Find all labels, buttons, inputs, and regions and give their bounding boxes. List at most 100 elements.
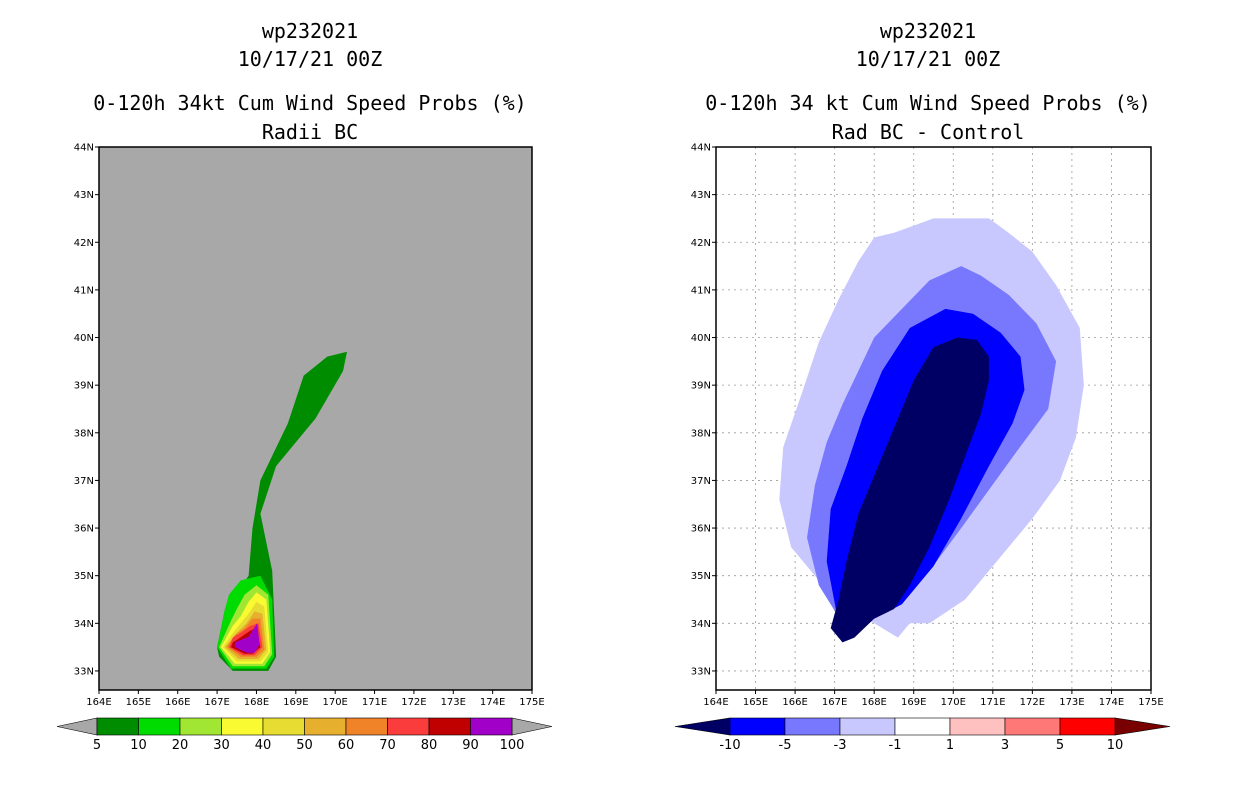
right-plot-frame <box>715 146 1152 691</box>
colorbar-label: 90 <box>462 738 479 753</box>
right-title-line-2: 10/17/21 00Z <box>856 47 1001 71</box>
left-title-line-3: 0-120h 34kt Cum Wind Speed Probs (%) <box>93 91 526 115</box>
left-contour-ge-90 <box>234 623 260 653</box>
colorbar-label: 30 <box>213 738 230 753</box>
colorbar-swatch-2 <box>138 717 181 736</box>
colorbar-swatch-3 <box>839 717 896 736</box>
colorbar-label: 50 <box>296 738 313 753</box>
left-axes: 164E 165E 166E 167E 168E 169E 170E 171E 172E 173E… <box>74 143 545 709</box>
right-contour-fields <box>779 218 1084 643</box>
colorbar-swatch-7 <box>1059 717 1116 736</box>
left-title-line-4: Radii BC <box>262 120 358 144</box>
y-tick-label: 44N <box>691 143 711 154</box>
colorbar-swatch-4 <box>894 717 951 736</box>
y-tick-label: 38N <box>691 428 711 439</box>
x-tick-label: 164E <box>703 697 728 708</box>
colorbar-swatch-1 <box>96 717 139 736</box>
y-tick-label: 41N <box>74 285 94 296</box>
y-tick-label: 37N <box>691 476 711 487</box>
colorbar-swatch-7 <box>345 717 388 736</box>
colorbar-low-extend <box>674 717 731 736</box>
colorbar-label: 5 <box>1056 738 1064 753</box>
left-title-line-1: wp232021 <box>262 19 358 43</box>
colorbar-label: -5 <box>779 738 792 753</box>
colorbar-swatch-5 <box>949 717 1006 736</box>
left-contour-fields <box>217 351 347 671</box>
left-colorbar: 5 10 20 30 40 50 60 70 80 90 100 <box>56 717 553 753</box>
y-tick-label: 36N <box>74 524 94 535</box>
x-tick-label: 164E <box>86 697 111 708</box>
y-tick-label: 36N <box>691 524 711 535</box>
colorbar-label: 70 <box>379 738 396 753</box>
colorbar-label: 10 <box>1107 738 1124 753</box>
colorbar-swatch-6 <box>304 717 347 736</box>
colorbar-label: -1 <box>889 738 902 753</box>
x-tick-label: 172E <box>401 697 426 708</box>
y-tick-label: 38N <box>74 428 94 439</box>
x-tick-label: 173E <box>1059 697 1084 708</box>
y-tick-label: 41N <box>691 285 711 296</box>
colorbar-swatch-8 <box>387 717 430 736</box>
left-title-line-2: 10/17/21 00Z <box>238 47 383 71</box>
x-tick-label: 170E <box>941 697 966 708</box>
colorbar-swatch-6 <box>1004 717 1061 736</box>
right-title-line-3: 0-120h 34 kt Cum Wind Speed Probs (%) <box>705 91 1151 115</box>
right-title-line-4: Rad BC - Control <box>832 120 1025 144</box>
x-tick-label: 175E <box>519 697 544 708</box>
y-tick-label: 37N <box>74 476 94 487</box>
colorbar-label: 20 <box>172 738 189 753</box>
x-tick-label: 170E <box>322 697 347 708</box>
y-tick-label: 34N <box>74 619 94 630</box>
y-tick-label: 34N <box>691 619 711 630</box>
colorbar-swatch-2 <box>784 717 841 736</box>
y-tick-label: 40N <box>691 333 711 344</box>
colorbar-label: 3 <box>1001 738 1009 753</box>
x-tick-label: 168E <box>861 697 886 708</box>
y-tick-label: 43N <box>74 190 94 201</box>
x-tick-label: 168E <box>244 697 269 708</box>
x-tick-label: 169E <box>283 697 308 708</box>
colorbar-swatch-1 <box>729 717 786 736</box>
right-colorbar: -10 -5 -3 -1 1 3 5 10 <box>674 717 1171 753</box>
colorbar-label: 60 <box>338 738 355 753</box>
x-tick-label: 167E <box>822 697 847 708</box>
right-contour-le-m10 <box>830 337 989 643</box>
x-tick-label: 174E <box>1099 697 1124 708</box>
right-panel: wp232021 10/17/21 00Z 0-120h 34 kt Cum W… <box>674 19 1171 753</box>
x-tick-label: 165E <box>126 697 151 708</box>
colorbar-swatch-5 <box>262 717 305 736</box>
x-tick-label: 175E <box>1138 697 1163 708</box>
right-title-line-1: wp232021 <box>880 19 976 43</box>
right-axes: 164E 165E 166E 167E 168E 169E 170E 171E 172E 173E… <box>691 143 1164 709</box>
colorbar-label: 80 <box>421 738 438 753</box>
y-tick-label: 39N <box>691 381 711 392</box>
left-plot-frame <box>98 146 533 691</box>
colorbar-swatch-9 <box>428 717 471 736</box>
colorbar-label: 1 <box>946 738 954 753</box>
x-tick-label: 174E <box>480 697 505 708</box>
y-tick-label: 33N <box>74 666 94 677</box>
colorbar-label: 100 <box>500 738 525 753</box>
y-tick-label: 39N <box>74 381 94 392</box>
y-tick-label: 33N <box>691 666 711 677</box>
x-tick-label: 169E <box>901 697 926 708</box>
y-tick-label: 44N <box>74 143 94 154</box>
colorbar-high-extend <box>1114 717 1171 736</box>
x-tick-label: 167E <box>204 697 229 708</box>
x-tick-label: 166E <box>782 697 807 708</box>
x-tick-label: 166E <box>165 697 190 708</box>
colorbar-swatch-4 <box>221 717 264 736</box>
colorbar-swatch-10 <box>470 717 513 736</box>
colorbar-label: -3 <box>834 738 847 753</box>
y-tick-label: 42N <box>74 238 94 249</box>
x-tick-label: 173E <box>441 697 466 708</box>
colorbar-swatch-3 <box>179 717 222 736</box>
y-tick-label: 40N <box>74 333 94 344</box>
x-tick-label: 171E <box>362 697 387 708</box>
left-panel: wp232021 10/17/21 00Z 0-120h 34kt Cum Wi… <box>56 19 553 753</box>
colorbar-label: 5 <box>93 738 101 753</box>
colorbar-high-extend <box>511 717 553 736</box>
colorbar-low-extend <box>56 717 98 736</box>
y-tick-label: 43N <box>691 190 711 201</box>
